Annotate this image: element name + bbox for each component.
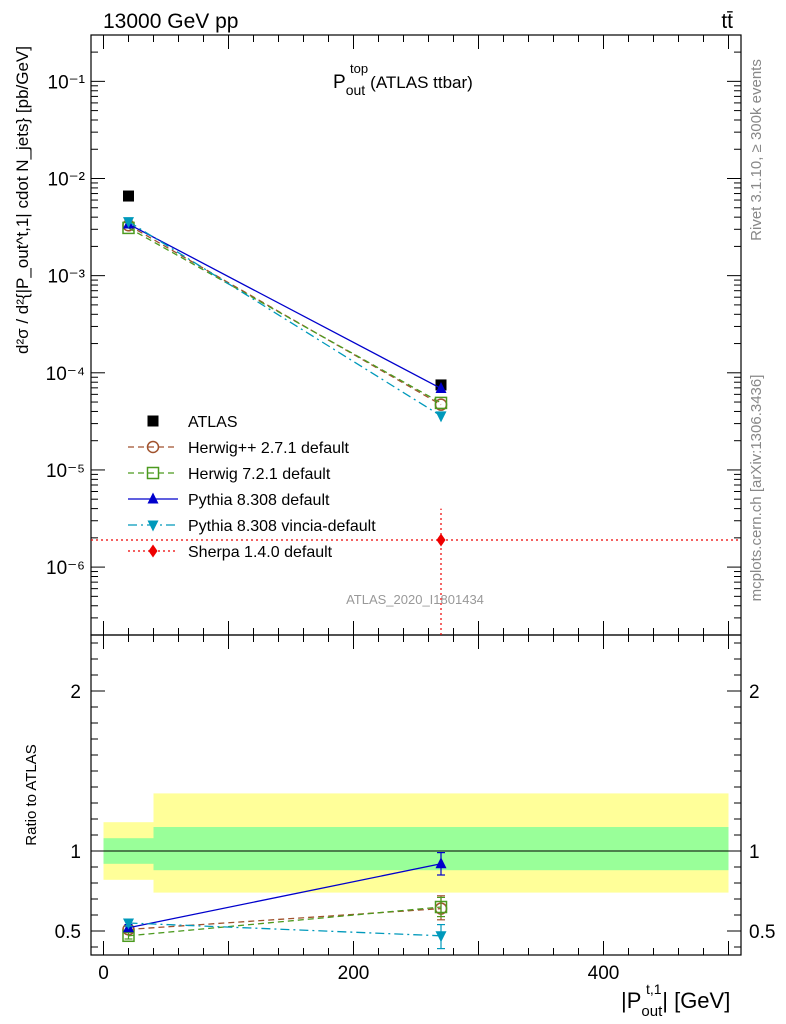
series-vincia bbox=[123, 217, 447, 423]
legend-item-atlas: ATLAS bbox=[147, 414, 238, 431]
series-pythia bbox=[123, 217, 447, 393]
header-energy-label: 13000 GeV pp bbox=[103, 10, 238, 33]
ratio-y-tick-label-right: 0.5 bbox=[749, 922, 775, 943]
ratio-series-vincia bbox=[123, 918, 447, 950]
legend-item-herwigpp: Herwig++ 2.7.1 default bbox=[128, 440, 350, 457]
plot-title-sub: out bbox=[346, 82, 366, 98]
x-axis-label-main: |P bbox=[621, 988, 641, 1013]
x-tick-label: 0 bbox=[98, 963, 109, 984]
data-point-sherpa bbox=[436, 533, 446, 547]
mcplots-label: mcplots.cern.ch [arXiv:1306.3436] bbox=[748, 375, 765, 602]
ratio-point-herwig7 bbox=[434, 900, 448, 914]
legend-label-herwig7: Herwig 7.2.1 default bbox=[188, 466, 331, 483]
series-sherpa bbox=[91, 508, 741, 635]
ratio-line-herwig7 bbox=[128, 906, 442, 937]
legend-item-sherpa: Sherpa 1.4.0 default bbox=[128, 544, 333, 561]
ratio-line-pythia bbox=[128, 863, 442, 929]
legend-marker-herwig7 bbox=[146, 466, 160, 480]
legend-label-herwigpp: Herwig++ 2.7.1 default bbox=[188, 440, 350, 457]
ratio-line-vincia bbox=[128, 922, 442, 937]
legend-item-vincia: Pythia 8.308 vincia-default bbox=[128, 518, 376, 535]
rivet-version-label: Rivet 3.1.10, ≥ 300k events bbox=[748, 59, 765, 241]
ratio-line-herwigpp bbox=[128, 907, 442, 931]
data-point-vincia bbox=[123, 217, 134, 229]
legend-label-sherpa: Sherpa 1.4.0 default bbox=[188, 544, 333, 561]
x-tick-label: 200 bbox=[338, 963, 370, 984]
ratio-y-tick-label: 0.5 bbox=[55, 922, 81, 943]
plot-title-sup: top bbox=[350, 61, 368, 76]
series-line-vincia bbox=[128, 221, 442, 417]
plot-title-rest: (ATLAS ttbar) bbox=[370, 73, 473, 92]
legend-marker-herwigpp bbox=[146, 440, 160, 454]
ratio-y-tick-label-right: 1 bbox=[749, 842, 760, 863]
series-herwigpp bbox=[122, 219, 448, 411]
ratio-uncertainty-bands bbox=[103, 793, 729, 893]
ratio-plot-frame bbox=[90, 634, 742, 956]
ratio-point-vincia bbox=[123, 918, 134, 930]
plot-title: Pout (ATLAS ttbar) bbox=[333, 72, 473, 98]
legend-label-vincia: Pythia 8.308 vincia-default bbox=[188, 518, 376, 535]
legend-label-atlas: ATLAS bbox=[188, 414, 238, 431]
ratio-series-pythia bbox=[123, 851, 447, 933]
ratio-y-tick-label: 1 bbox=[70, 842, 81, 863]
data-point-herwig7 bbox=[434, 396, 448, 410]
header-process-label: tt̄ bbox=[721, 10, 733, 33]
main-axis-ticks: 10⁻⁶ 10⁻⁵ 10⁻⁴ 10⁻³ 10⁻² 10⁻¹ bbox=[46, 35, 741, 636]
data-point-pythia bbox=[435, 381, 447, 393]
series-line-pythia bbox=[128, 223, 442, 390]
main-y-tick-label: 10⁻² bbox=[48, 170, 86, 191]
legend-marker-pythia bbox=[147, 492, 159, 504]
x-axis-label-sup: t,1 bbox=[646, 981, 662, 997]
legend-marker-atlas bbox=[147, 415, 159, 427]
legend: ATLAS Herwig++ 2.7.1 default Herwig 7.2.1 … bbox=[128, 414, 376, 561]
ratio-y-axis-label: Ratio to ATLAS bbox=[23, 744, 40, 845]
plot-title-main: P bbox=[333, 72, 346, 93]
ratio-y-tick-label: 2 bbox=[70, 682, 81, 703]
legend-marker-sherpa bbox=[148, 544, 158, 558]
main-y-tick-label: 10⁻⁴ bbox=[46, 364, 85, 385]
legend-label-pythia: Pythia 8.308 default bbox=[188, 492, 330, 509]
main-y-tick-label: 10⁻¹ bbox=[48, 72, 86, 93]
analysis-watermark: ATLAS_2020_I1801434 bbox=[346, 592, 484, 607]
data-point-atlas bbox=[123, 190, 134, 202]
main-series-group bbox=[91, 190, 741, 635]
legend-item-pythia: Pythia 8.308 default bbox=[128, 492, 330, 509]
x-axis-label: |Pout| [GeV] bbox=[621, 988, 730, 1020]
data-point-vincia bbox=[435, 411, 447, 423]
ratio-point-pythia bbox=[435, 857, 447, 869]
main-y-axis-label: d²σ / d²{|P_out^t,1| cdot N_jets} [pb/Ge… bbox=[13, 46, 32, 354]
ratio-series-group bbox=[122, 851, 448, 950]
series-line-herwigpp bbox=[128, 224, 442, 406]
x-axis-label-rest: | [GeV] bbox=[662, 988, 730, 1013]
main-y-tick-label: 10⁻³ bbox=[48, 267, 86, 288]
ratio-axis-ticks: 0.5 0.5 1 1 2 2 0 200 400 bbox=[55, 635, 775, 984]
ratio-series-herwig7 bbox=[122, 896, 448, 943]
x-axis-label-sub: out bbox=[641, 1003, 663, 1020]
legend-item-herwig7: Herwig 7.2.1 default bbox=[128, 466, 331, 483]
ratio-y-tick-label-right: 2 bbox=[749, 682, 760, 703]
x-tick-label: 400 bbox=[588, 963, 620, 984]
legend-marker-vincia bbox=[147, 520, 159, 532]
series-atlas bbox=[123, 190, 447, 391]
main-y-tick-label: 10⁻⁵ bbox=[46, 461, 85, 482]
ratio-point-vincia bbox=[435, 931, 447, 943]
main-y-tick-label: 10⁻⁶ bbox=[46, 558, 85, 579]
